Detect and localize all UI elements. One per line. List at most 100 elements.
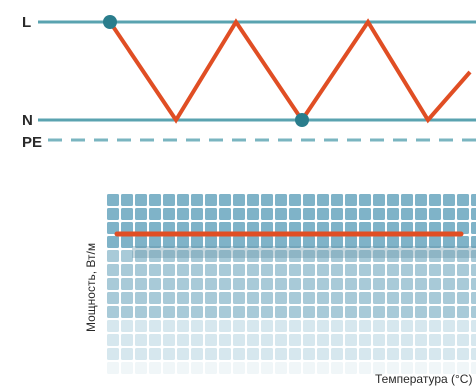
heat-cell — [149, 264, 161, 276]
heat-cell — [205, 320, 217, 332]
heat-cell — [163, 292, 175, 304]
heat-cell — [415, 320, 427, 332]
heat-cell — [401, 306, 413, 318]
heat-cell — [219, 348, 231, 360]
heat-cell — [429, 278, 441, 290]
heat-cell — [219, 292, 231, 304]
heat-cell — [163, 250, 175, 262]
heat-cell — [289, 194, 301, 206]
heat-cell — [247, 208, 259, 220]
heat-cell — [471, 292, 476, 304]
heat-cell — [415, 250, 427, 262]
heat-cell — [345, 208, 357, 220]
heat-cell — [471, 306, 476, 318]
heat-cell — [289, 334, 301, 346]
heat-cell — [471, 208, 476, 220]
heat-cell — [177, 334, 189, 346]
heat-cell — [149, 362, 161, 374]
heat-cell — [233, 236, 245, 248]
heat-cell — [401, 194, 413, 206]
heat-cell — [233, 250, 245, 262]
heat-cell — [317, 236, 329, 248]
heat-cell — [205, 194, 217, 206]
heat-cell — [387, 264, 399, 276]
heat-cell — [177, 362, 189, 374]
heat-cell — [401, 250, 413, 262]
heat-cell — [135, 264, 147, 276]
heat-cell — [317, 334, 329, 346]
heat-cell — [275, 208, 287, 220]
heat-cell — [387, 348, 399, 360]
heat-cell — [289, 362, 301, 374]
heat-cell — [359, 264, 371, 276]
heat-cell — [457, 306, 469, 318]
heat-cell — [121, 264, 133, 276]
heat-cell — [401, 348, 413, 360]
heat-cell — [135, 348, 147, 360]
heat-cell — [373, 194, 385, 206]
heat-cell — [429, 208, 441, 220]
heat-cell — [429, 292, 441, 304]
heat-cell — [233, 306, 245, 318]
heat-cell — [163, 348, 175, 360]
heat-cell — [219, 320, 231, 332]
heat-cell — [275, 264, 287, 276]
heat-cell — [317, 222, 329, 234]
heat-cell — [429, 194, 441, 206]
heat-cell — [261, 264, 273, 276]
heat-cell — [121, 292, 133, 304]
heat-cell — [345, 278, 357, 290]
heat-cell — [373, 208, 385, 220]
heat-cell — [331, 264, 343, 276]
heat-cell — [191, 362, 203, 374]
heat-cell — [359, 208, 371, 220]
heat-cell — [107, 292, 119, 304]
heat-cell — [149, 306, 161, 318]
heat-cell — [457, 348, 469, 360]
heat-cell-grid — [107, 194, 476, 374]
heat-cell — [303, 208, 315, 220]
heat-cell — [205, 306, 217, 318]
heat-cell — [359, 222, 371, 234]
heat-cell — [163, 306, 175, 318]
heat-cell — [261, 208, 273, 220]
heat-cell — [415, 306, 427, 318]
heat-cell — [317, 264, 329, 276]
heat-cell — [177, 208, 189, 220]
heat-cell — [177, 194, 189, 206]
heat-cell — [443, 334, 455, 346]
heat-cell — [177, 222, 189, 234]
heat-cell — [261, 320, 273, 332]
heat-cell — [219, 236, 231, 248]
heat-cell — [429, 222, 441, 234]
heat-cell — [121, 278, 133, 290]
heat-cell — [163, 236, 175, 248]
heat-cell — [149, 320, 161, 332]
heat-cell — [107, 320, 119, 332]
heat-cell — [205, 292, 217, 304]
heat-cell — [387, 278, 399, 290]
heat-cell — [149, 222, 161, 234]
heat-cell — [247, 320, 259, 332]
heat-cell — [121, 362, 133, 374]
heat-cell — [387, 208, 399, 220]
heat-cell — [219, 362, 231, 374]
heat-cell — [471, 334, 476, 346]
heat-cell — [303, 278, 315, 290]
heat-cell — [443, 362, 455, 374]
heat-cell — [387, 236, 399, 248]
heat-cell — [107, 194, 119, 206]
heat-cell — [317, 250, 329, 262]
heat-cell — [387, 222, 399, 234]
heat-cell — [457, 362, 469, 374]
heat-cell — [429, 236, 441, 248]
heat-cell — [303, 320, 315, 332]
heat-cell — [107, 250, 119, 262]
heat-cell — [121, 194, 133, 206]
heat-cell — [359, 362, 371, 374]
heat-cell — [373, 236, 385, 248]
heat-cell — [135, 250, 147, 262]
heat-cell — [177, 264, 189, 276]
heat-cell — [261, 222, 273, 234]
heat-cell — [317, 348, 329, 360]
